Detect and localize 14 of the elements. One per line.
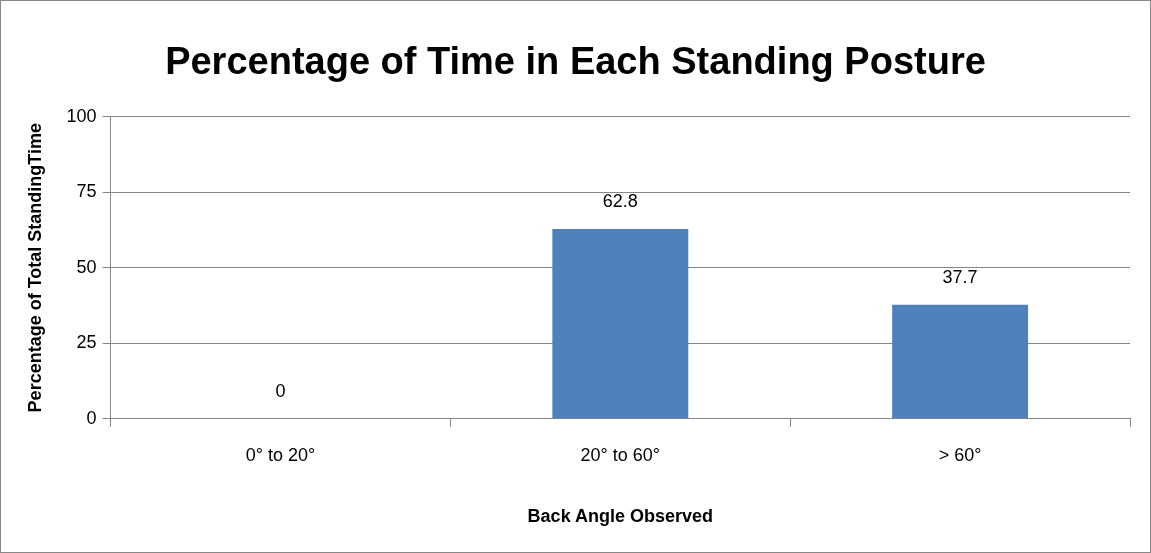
data-label: 37.7 (942, 266, 978, 287)
chart-title: Percentage of Time in Each Standing Posture (165, 40, 986, 83)
x-tick-label: 20° to 60° (580, 444, 661, 465)
y-tick-label: 0 (86, 407, 97, 428)
y-tick-label: 75 (76, 181, 97, 202)
x-axis-title: Back Angle Observed (527, 506, 714, 527)
data-label: 0 (275, 380, 286, 401)
y-axis-title: Percentage of Total StandingTime (24, 123, 45, 413)
x-tick-label: > 60° (938, 444, 982, 465)
y-tick-label: 50 (76, 256, 97, 277)
y-tick-label: 25 (76, 332, 97, 353)
y-tick-label: 100 (66, 105, 97, 126)
x-tick-label: 0° to 20° (245, 444, 316, 465)
data-label: 62.8 (602, 190, 638, 211)
